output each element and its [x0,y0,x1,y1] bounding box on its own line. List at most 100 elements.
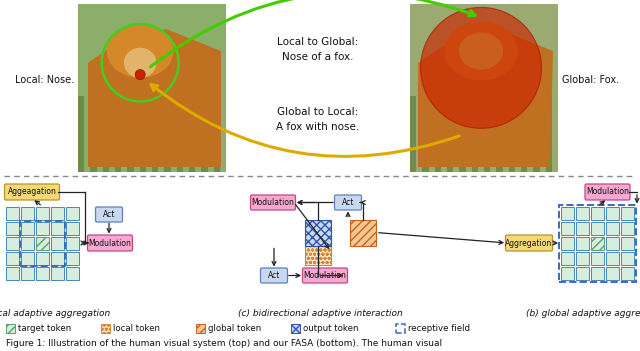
Text: receptive field: receptive field [408,324,470,333]
Bar [350,219,376,245]
Ellipse shape [459,33,503,69]
FancyBboxPatch shape [585,184,630,200]
Text: local token: local token [113,324,160,333]
Text: Local to Global:
Nose of a fox.: Local to Global: Nose of a fox. [277,37,358,62]
Bar [78,97,84,172]
Bar [484,97,490,172]
Text: Modulation: Modulation [586,187,629,197]
Bar [606,266,619,279]
Bar [591,266,604,279]
Bar [6,221,19,234]
Bar [621,252,634,265]
FancyArrowPatch shape [151,85,459,157]
Circle shape [420,7,541,128]
Bar [36,206,49,219]
FancyArrowPatch shape [150,0,476,67]
Bar [576,252,589,265]
Bar [66,237,79,250]
Bar [51,221,64,234]
Bar [460,97,465,172]
Text: Global to Local:
A fox with nose.: Global to Local: A fox with nose. [276,107,360,132]
Bar [561,252,574,265]
Text: Modulation: Modulation [252,198,294,207]
Text: global token: global token [208,324,261,333]
Bar [591,237,604,250]
Text: Aggregation: Aggregation [506,238,552,247]
FancyBboxPatch shape [260,268,287,283]
Bar [396,324,405,333]
Bar [422,97,429,172]
Bar [305,219,331,245]
Bar [101,324,110,333]
Bar [561,266,574,279]
Polygon shape [418,29,553,167]
Bar [559,205,636,282]
Bar [497,97,502,172]
Ellipse shape [444,22,518,80]
FancyBboxPatch shape [506,235,552,251]
Bar [51,266,64,279]
Text: (b) global adaptive aggregation: (b) global adaptive aggregation [526,310,640,318]
Bar [606,221,619,234]
Text: Figure 1: Illustration of the human visual system (top) and our FASA (bottom). T: Figure 1: Illustration of the human visu… [6,339,442,348]
Bar [51,206,64,219]
Text: target token: target token [18,324,71,333]
Text: Global: Fox.: Global: Fox. [562,75,619,85]
Bar [435,97,441,172]
Bar [36,252,49,265]
FancyBboxPatch shape [95,207,122,222]
Polygon shape [88,29,221,167]
Bar [410,97,416,172]
Bar [115,97,121,172]
Bar [606,237,619,250]
Bar [90,97,97,172]
Bar [102,97,109,172]
Bar [196,324,205,333]
Bar [576,266,589,279]
Bar [447,97,453,172]
Bar [561,221,574,234]
Bar [189,97,195,172]
Bar [591,206,604,219]
FancyBboxPatch shape [335,195,362,210]
Bar [621,206,634,219]
Bar [21,237,34,250]
Text: Act: Act [268,271,280,280]
Bar [521,97,527,172]
Bar [21,221,34,234]
Text: Aggeagation: Aggeagation [8,187,56,197]
Bar [576,206,589,219]
Bar [214,97,220,172]
Bar [410,4,558,172]
Bar [20,220,65,265]
Bar [576,237,589,250]
Text: (c) bidirectional adaptive interaction: (c) bidirectional adaptive interaction [237,310,403,318]
Text: Modulation: Modulation [303,271,346,280]
Bar [177,97,183,172]
Bar [66,221,79,234]
Ellipse shape [124,48,156,78]
Bar [36,237,49,250]
Bar [305,238,331,265]
Bar [21,206,34,219]
Bar [78,4,226,172]
Text: Act: Act [342,198,354,207]
Bar [533,97,540,172]
FancyBboxPatch shape [88,235,132,251]
Bar [66,266,79,279]
Bar [621,266,634,279]
Bar [164,97,170,172]
Bar [6,237,19,250]
Bar [202,97,207,172]
Bar [561,206,574,219]
Bar [591,252,604,265]
Bar [561,237,574,250]
Bar [140,97,146,172]
Text: Act: Act [103,210,115,219]
Bar [621,237,634,250]
Bar [127,97,134,172]
Bar [21,252,34,265]
Bar [606,206,619,219]
Bar [36,266,49,279]
Bar [66,252,79,265]
